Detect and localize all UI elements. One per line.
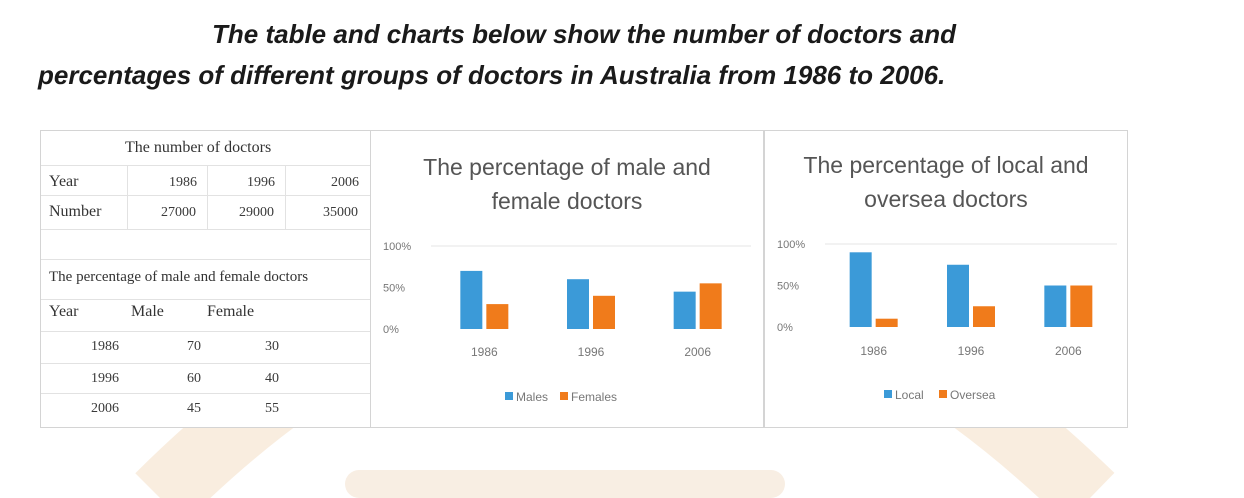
year-header: Year bbox=[49, 173, 79, 190]
pct-cell-male: 45 bbox=[187, 401, 201, 416]
number-cell: 27000 bbox=[161, 205, 196, 220]
bar-oversea-1986 bbox=[875, 318, 898, 327]
chart-title-line-2: female doctors bbox=[492, 188, 643, 214]
legend-label: Oversea bbox=[950, 388, 996, 402]
heading-line-1: The table and charts below show the numb… bbox=[212, 19, 956, 49]
bar-local-2006 bbox=[1044, 285, 1067, 327]
bar-oversea-1996 bbox=[973, 306, 995, 327]
legend-swatch bbox=[505, 392, 513, 400]
pct-cell-year: 1996 bbox=[91, 371, 119, 386]
bar-local-1996 bbox=[947, 264, 969, 327]
pct-cell-year: 2006 bbox=[91, 401, 119, 416]
bar-males-1996 bbox=[567, 279, 589, 329]
chart-title-line-1: The percentage of male and bbox=[423, 154, 711, 180]
bar-females-2006 bbox=[699, 283, 722, 329]
local-oversea-chart: The percentage of local and oversea doct… bbox=[777, 152, 1117, 402]
chart-title-line-1: The percentage of local and bbox=[803, 152, 1088, 178]
male-female-chart: The percentage of male and female doctor… bbox=[383, 154, 751, 404]
year-cell: 2006 bbox=[331, 175, 359, 190]
x-tick-label: 2006 bbox=[684, 345, 711, 359]
pct-cell-female: 55 bbox=[265, 401, 279, 416]
bar-males-2006 bbox=[673, 291, 696, 329]
legend-swatch bbox=[939, 390, 947, 398]
bar-females-1996 bbox=[593, 295, 615, 329]
y-tick-label: 0% bbox=[777, 322, 793, 334]
y-tick-label: 0% bbox=[383, 324, 399, 336]
bar-females-1986 bbox=[486, 304, 509, 329]
chart-legend: Males Females bbox=[505, 390, 617, 404]
legend-swatch bbox=[884, 390, 892, 398]
pct-header-year: Year bbox=[49, 303, 79, 320]
bar-oversea-2006 bbox=[1070, 285, 1093, 327]
x-tick-label: 1986 bbox=[860, 344, 887, 358]
y-tick-label: 50% bbox=[383, 283, 405, 295]
year-cell: 1996 bbox=[247, 175, 275, 190]
heading-line-2: percentages of different groups of docto… bbox=[38, 60, 946, 90]
pct-header-female: Female bbox=[207, 303, 255, 320]
year-cell: 1986 bbox=[169, 175, 197, 190]
pct-cell-male: 70 bbox=[187, 339, 201, 354]
bar-local-1986 bbox=[849, 252, 872, 327]
doctors-table: The number of doctors Year 1986 1996 200… bbox=[40, 130, 372, 428]
bar-males-1986 bbox=[460, 270, 483, 329]
local-oversea-chart-panel: The percentage of local and oversea doct… bbox=[764, 130, 1128, 428]
y-tick-label: 100% bbox=[383, 241, 411, 253]
pct-cell-year: 1986 bbox=[91, 339, 119, 354]
legend-label: Females bbox=[571, 390, 617, 404]
y-tick-label: 50% bbox=[777, 281, 799, 293]
percentage-table-title: The percentage of male and female doctor… bbox=[49, 269, 309, 285]
x-tick-label: 1996 bbox=[958, 344, 985, 358]
chart-legend: Local Oversea bbox=[884, 388, 996, 402]
number-header: Number bbox=[49, 203, 102, 220]
x-tick-label: 1996 bbox=[578, 345, 605, 359]
pct-cell-female: 30 bbox=[265, 339, 279, 354]
male-female-chart-panel: The percentage of male and female doctor… bbox=[370, 130, 764, 428]
pct-cell-male: 60 bbox=[187, 371, 201, 386]
pct-cell-female: 40 bbox=[265, 371, 279, 386]
y-tick-label: 100% bbox=[777, 239, 805, 251]
legend-label: Males bbox=[516, 390, 548, 404]
legend-label: Local bbox=[895, 388, 924, 402]
chart-title-line-2: oversea doctors bbox=[864, 186, 1028, 212]
number-table-title: The number of doctors bbox=[125, 139, 272, 156]
pct-header-male: Male bbox=[131, 303, 164, 320]
number-cell: 35000 bbox=[323, 205, 358, 220]
x-tick-label: 1986 bbox=[471, 345, 498, 359]
legend-swatch bbox=[560, 392, 568, 400]
number-cell: 29000 bbox=[239, 205, 274, 220]
x-tick-label: 2006 bbox=[1055, 344, 1082, 358]
